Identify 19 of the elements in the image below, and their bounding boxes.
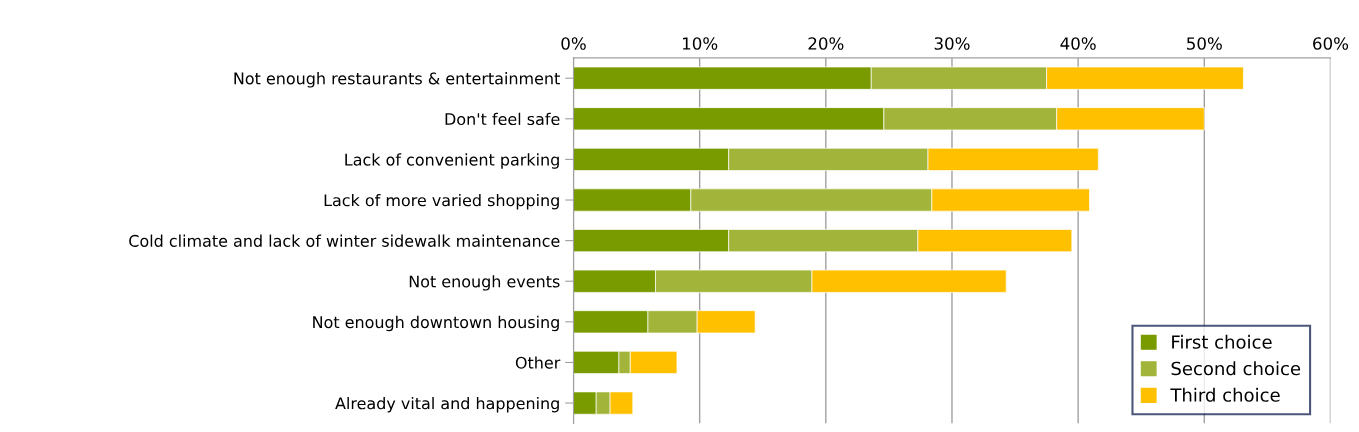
x-tick-label: 60% bbox=[1313, 37, 1349, 50]
y-tick-label: Not enough downtown housing bbox=[313, 315, 559, 332]
x-tick-label: 20% bbox=[808, 37, 844, 50]
y-tick-label: Lack of more varied shopping bbox=[324, 193, 559, 210]
legend-label: Third choice bbox=[1170, 387, 1280, 402]
y-tick-label: Lack of convenient parking bbox=[345, 153, 559, 169]
legend-label: Second choice bbox=[1171, 361, 1301, 376]
y-tick-label: Not enough events bbox=[409, 275, 560, 291]
x-tick-label: 10% bbox=[682, 37, 718, 50]
x-tick-label: 50% bbox=[1187, 37, 1222, 50]
y-tick-label: Cold climate and lack of winter sidewalk maintenance bbox=[129, 234, 560, 247]
x-tick-label: 40% bbox=[1060, 37, 1096, 50]
x-tick-label: 0% bbox=[561, 37, 586, 50]
y-tick-label: Don't feel safe bbox=[445, 112, 560, 126]
y-tick-label: Other bbox=[515, 356, 561, 369]
y-tick-label: Already vital and happening bbox=[335, 396, 559, 413]
x-tick-label: 30% bbox=[934, 37, 970, 50]
y-tick-label: Not enough restaurants & entertainment bbox=[234, 72, 560, 88]
legend-label: First choice bbox=[1172, 334, 1272, 349]
